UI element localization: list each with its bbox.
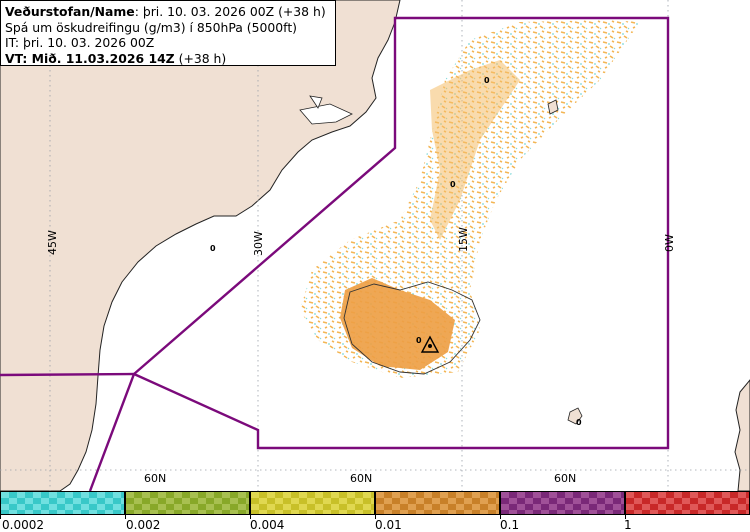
legend-swatch [500, 491, 625, 515]
lat-label-60n-3: 60N [554, 472, 577, 485]
lat-label-60n-1: 60N [144, 472, 167, 485]
volcano-marker-icon [420, 335, 440, 353]
legend-tick [0, 515, 1, 519]
ash-concentration-legend: 0.0002 0.002 0.004 0.01 0.1 1 [0, 491, 750, 532]
legend-tick [500, 515, 501, 519]
point-label: 0 [416, 336, 422, 345]
faroe-islands [567, 407, 583, 425]
legend-label: 0.0002 [2, 518, 44, 532]
lon-label-15w: 15W [457, 227, 470, 252]
legend-swatch [250, 491, 375, 515]
title-line-4: VT: Mið. 11.03.2026 14Z (+38 h) [5, 50, 227, 66]
point-label: 0 [450, 180, 456, 189]
legend-tick [375, 515, 376, 519]
point-label: 0 [576, 418, 582, 427]
legend-swatch [0, 491, 125, 515]
lon-label-0w: 0W [663, 234, 676, 252]
point-label: 0 [484, 76, 490, 85]
lon-label-45w: 45W [46, 230, 59, 255]
ash-area-boundary [131, 16, 670, 450]
legend-label: 0.1 [500, 518, 520, 532]
lon-label-30w: 30W [252, 231, 265, 256]
legend-label: 1 [624, 518, 632, 532]
norway-coast [734, 379, 750, 491]
point-label: 0 [210, 244, 216, 253]
title-line-3: IT: þri. 10. 03. 2026 00Z [5, 35, 155, 50]
forecast-title-box: Veðurstofan/Name: þri. 10. 03. 2026 00Z … [0, 0, 336, 66]
legend-tick [125, 515, 126, 519]
legend-tick [250, 515, 251, 519]
title-line-2: Spá um öskudreifingu (g/m3) í 850hPa (50… [5, 19, 298, 35]
legend-swatch [125, 491, 250, 515]
lat-label-60n-2: 60N [350, 472, 373, 485]
greenland-landmass [0, 0, 401, 491]
iceland-landmass [343, 281, 481, 375]
legend-label: 0.004 [250, 518, 285, 532]
map-canvas [0, 0, 750, 491]
title-line-1: Veðurstofan/Name: þri. 10. 03. 2026 00Z … [5, 4, 326, 19]
legend-swatch [375, 491, 500, 515]
legend-tick [625, 515, 626, 519]
legend-label: 0.002 [126, 518, 161, 532]
legend-label: 0.01 [375, 518, 402, 532]
legend-swatch [625, 491, 750, 515]
